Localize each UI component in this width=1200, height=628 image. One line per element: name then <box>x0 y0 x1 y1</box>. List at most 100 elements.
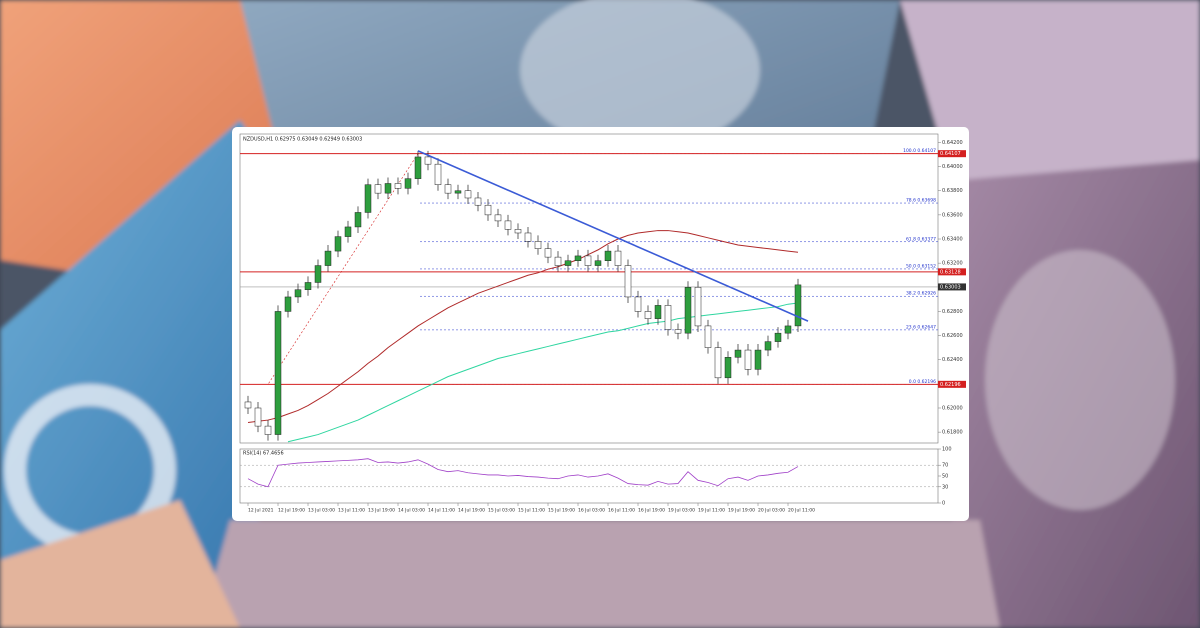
candle-body <box>384 183 392 194</box>
candle-body <box>504 220 512 230</box>
rsi-tick-label: 0 <box>942 501 945 507</box>
candle-body <box>624 265 632 298</box>
candle-body <box>604 250 612 261</box>
x-tick-label: 16 Jul 19:00 <box>638 508 665 514</box>
candle-body <box>664 305 672 330</box>
level-tag <box>938 268 966 276</box>
candle-body <box>424 156 432 165</box>
x-tick-label: 14 Jul 03:00 <box>398 508 425 514</box>
candle-body <box>784 325 792 334</box>
y-tick-label: 0.61800 <box>942 430 963 436</box>
rsi-tick-label: 70 <box>942 463 948 469</box>
level-tag-label: 0.63128 <box>940 269 961 275</box>
candle-body <box>374 184 382 194</box>
candle-body <box>404 178 412 189</box>
fib-label: 0.0 0.62196 <box>909 379 936 385</box>
candle-body <box>674 329 682 334</box>
y-tick-label: 0.64000 <box>942 164 963 170</box>
candle-body <box>244 401 252 409</box>
candle-body <box>764 341 772 351</box>
moving-average <box>247 230 799 423</box>
candle-body <box>334 236 342 252</box>
chart-card <box>232 127 969 521</box>
price-tag <box>938 283 966 291</box>
x-tick-label: 15 Jul 11:00 <box>518 508 545 514</box>
candle-body <box>754 349 762 370</box>
candle-body <box>364 184 372 213</box>
candle-body <box>304 282 312 290</box>
level-tag <box>938 150 966 158</box>
x-tick-label: 20 Jul 03:00 <box>758 508 785 514</box>
candle-body <box>264 425 272 435</box>
moving-average <box>287 302 799 443</box>
candle-body <box>344 226 352 237</box>
level-tag-label: 0.64107 <box>940 151 961 157</box>
x-tick-label: 19 Jul 19:00 <box>728 508 755 514</box>
fib-label: 78.6 0.63698 <box>906 198 936 204</box>
candle-body <box>594 260 602 266</box>
candle-body <box>714 347 722 379</box>
candle-body <box>564 260 572 266</box>
x-tick-label: 14 Jul 19:00 <box>458 508 485 514</box>
candle-body <box>414 156 422 179</box>
candle-body <box>724 357 732 379</box>
candle-body <box>704 325 712 348</box>
candle-body <box>694 287 702 327</box>
fib-label: 61.8 0.63377 <box>906 236 936 242</box>
candle-body <box>744 349 752 370</box>
candle-body <box>314 265 322 283</box>
candle-body <box>354 212 362 228</box>
price-tag-label: 0.63003 <box>940 284 961 290</box>
candle-body <box>274 311 282 435</box>
rsi-label: RSI(14) 67.4656 <box>243 451 284 457</box>
y-tick-label: 0.63600 <box>942 212 963 218</box>
x-tick-label: 12 Jul 19:00 <box>278 508 305 514</box>
candle-body <box>534 241 542 249</box>
candle-body <box>324 250 332 266</box>
x-tick-label: 16 Jul 11:00 <box>608 508 635 514</box>
x-tick-label: 13 Jul 19:00 <box>368 508 395 514</box>
trendline <box>417 150 809 322</box>
rsi-tick-label: 30 <box>942 484 948 490</box>
candle-body <box>684 287 692 334</box>
candle-body <box>284 296 292 312</box>
x-tick-label: 19 Jul 03:00 <box>668 508 695 514</box>
candle-body <box>494 214 502 222</box>
x-tick-label: 12 Jul 2021 <box>248 508 274 514</box>
candle-body <box>734 349 742 358</box>
y-tick-label: 0.64200 <box>942 140 963 146</box>
candle-body <box>254 407 262 427</box>
x-tick-label: 14 Jul 11:00 <box>428 508 455 514</box>
y-tick-label: 0.63800 <box>942 188 963 194</box>
x-tick-label: 13 Jul 03:00 <box>308 508 335 514</box>
candle-body <box>794 284 802 327</box>
candle-body <box>614 250 622 266</box>
rsi-line <box>247 458 799 488</box>
fib-label: 100.0 0.64107 <box>903 148 936 154</box>
candle-body <box>584 255 592 266</box>
level-tag-label: 0.62196 <box>940 382 961 388</box>
candle-body <box>774 332 782 342</box>
candle-body <box>574 255 582 261</box>
y-tick-label: 0.62800 <box>942 309 963 315</box>
fib-label: 23.6 0.62647 <box>906 324 936 330</box>
candle-body <box>294 289 302 298</box>
y-tick-label: 0.63200 <box>942 261 963 267</box>
candle-body <box>474 197 482 206</box>
x-tick-label: 15 Jul 03:00 <box>488 508 515 514</box>
level-tag <box>938 380 966 388</box>
x-tick-label: 20 Jul 11:00 <box>788 508 815 514</box>
candle-body <box>544 248 552 258</box>
fib-label: 38.2 0.62926 <box>906 291 936 297</box>
fib-anchor <box>267 153 419 385</box>
candle-body <box>434 163 442 185</box>
x-tick-label: 16 Jul 03:00 <box>578 508 605 514</box>
candle-body <box>654 305 662 319</box>
rsi-tick-label: 100 <box>942 447 952 453</box>
candle-body <box>484 204 492 216</box>
y-tick-label: 0.62600 <box>942 333 963 339</box>
fib-label: 50.0 0.63152 <box>906 263 936 269</box>
candle-body <box>454 190 462 194</box>
rsi-tick-label: 50 <box>942 474 948 480</box>
